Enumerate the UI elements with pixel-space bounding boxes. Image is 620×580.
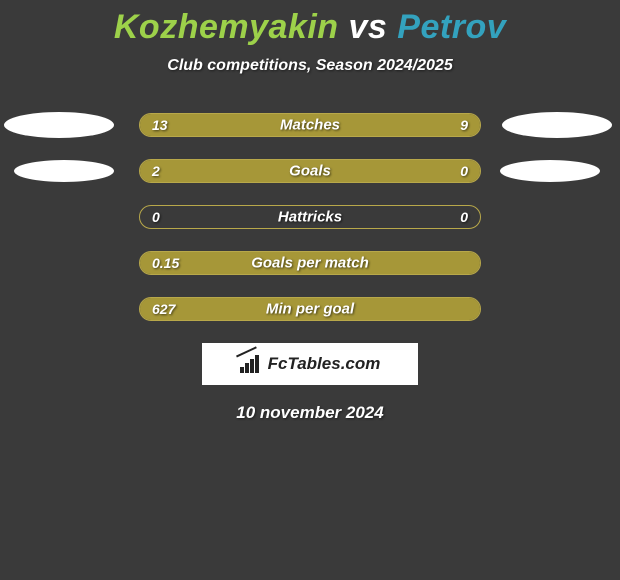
stat-label: Goals xyxy=(289,163,331,180)
stat-bar-left xyxy=(140,160,398,182)
vs-text: vs xyxy=(349,8,388,46)
player2-marker xyxy=(502,112,612,138)
player2-marker xyxy=(500,160,600,182)
stat-bar-track: 0 0 Hattricks xyxy=(139,205,481,229)
stat-row: 627 Min per goal xyxy=(0,297,620,321)
stat-left-value: 2 xyxy=(152,163,160,179)
comparison-infographic: Kozhemyakin vs Petrov Club competitions,… xyxy=(0,0,620,423)
player2-name: Petrov xyxy=(397,8,506,46)
stat-bar-track: 2 0 Goals xyxy=(139,159,481,183)
stat-left-value: 13 xyxy=(152,117,168,133)
stat-bar-right xyxy=(341,114,480,136)
stat-left-value: 0.15 xyxy=(152,255,179,271)
stats-chart: 13 9 Matches 2 0 Goals 0 0 Hattricks 0.15 Goals pe… xyxy=(0,113,620,321)
stat-left-value: 0 xyxy=(152,209,160,225)
stat-bar-track: 627 Min per goal xyxy=(139,297,481,321)
stat-bar-track: 0.15 Goals per match xyxy=(139,251,481,275)
stat-right-value: 9 xyxy=(460,117,468,133)
player1-name: Kozhemyakin xyxy=(114,8,339,46)
stat-left-value: 627 xyxy=(152,301,175,317)
stat-row: 0 0 Hattricks xyxy=(0,205,620,229)
brand-box: FcTables.com xyxy=(202,343,418,385)
stat-bar-track: 13 9 Matches xyxy=(139,113,481,137)
stat-row: 2 0 Goals xyxy=(0,159,620,183)
stat-right-value: 0 xyxy=(460,209,468,225)
stat-label: Goals per match xyxy=(251,255,369,272)
stat-right-value: 0 xyxy=(460,163,468,179)
subtitle: Club competitions, Season 2024/2025 xyxy=(0,57,620,75)
page-title: Kozhemyakin vs Petrov xyxy=(0,8,620,47)
stat-label: Hattricks xyxy=(278,209,342,226)
stat-row: 13 9 Matches xyxy=(0,113,620,137)
brand-text: FcTables.com xyxy=(268,354,381,374)
stat-row: 0.15 Goals per match xyxy=(0,251,620,275)
date-text: 10 november 2024 xyxy=(0,403,620,423)
stat-label: Matches xyxy=(280,117,340,134)
brand-chart-icon xyxy=(240,355,262,373)
player1-marker xyxy=(14,160,114,182)
player1-marker xyxy=(4,112,114,138)
stat-label: Min per goal xyxy=(266,301,354,318)
